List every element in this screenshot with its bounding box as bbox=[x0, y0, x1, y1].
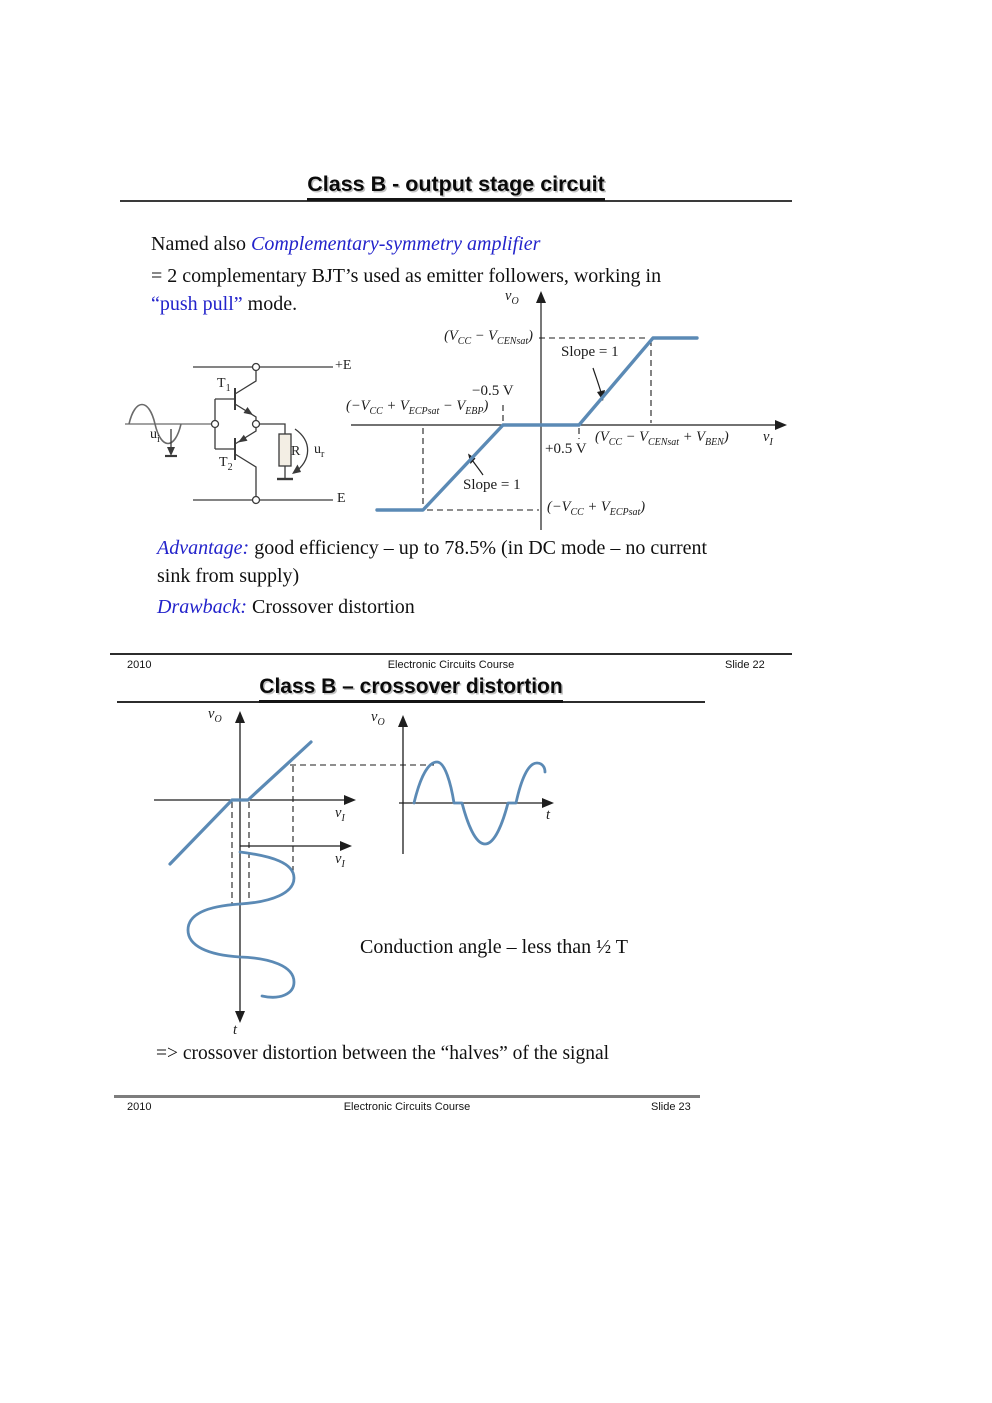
slide22-title-row: Class B - output stage circuit bbox=[120, 172, 792, 201]
upper-vi-label: vI bbox=[335, 805, 345, 824]
slope-bottom-label: Slope = 1 bbox=[463, 477, 521, 493]
minus-rail-label: E bbox=[337, 491, 346, 506]
transfer-curve bbox=[375, 336, 699, 512]
resistor-body bbox=[278, 433, 292, 467]
ur-label: ur bbox=[314, 442, 325, 460]
right-time-label: t bbox=[546, 807, 551, 823]
t1-label: T1 bbox=[217, 376, 231, 394]
right-level-label: (VCC − VCENsat + VBEN) bbox=[595, 429, 729, 448]
slide23-footer-course: Electronic Circuits Course bbox=[343, 1101, 471, 1113]
left-time-label: t bbox=[233, 1022, 238, 1038]
advantage-label: Advantage: bbox=[157, 537, 250, 559]
advantage-line1: Advantage: good efficiency – up to 78.5%… bbox=[157, 537, 707, 560]
drawback-label: Drawback: bbox=[157, 596, 247, 618]
ur-arrowhead bbox=[292, 464, 301, 474]
push-pull-circuit-figure: +E E T1 T2 ui R ur bbox=[123, 352, 351, 518]
left-vo-label: vO bbox=[208, 706, 222, 725]
circuit-nodes bbox=[210, 362, 261, 505]
right-vo-label: vO bbox=[371, 709, 385, 728]
complementary-symmetry-text: Complementary-symmetry amplifier bbox=[250, 233, 541, 255]
crossover-conclusion: => crossover distortion between the “hal… bbox=[156, 1043, 610, 1064]
drawback-text: Crossover distortion bbox=[246, 596, 415, 618]
advantage-text1: good efficiency – up to 78.5% (in DC mod… bbox=[249, 537, 708, 559]
input-sine-wave bbox=[186, 850, 296, 999]
npn-emitter-arrow bbox=[243, 407, 253, 415]
slide22-title: Class B - output stage circuit bbox=[307, 172, 605, 201]
slide22-footer-course: Electronic Circuits Course bbox=[387, 659, 515, 671]
pos-half-volt-label: +0.5 V bbox=[545, 441, 587, 457]
circuit-arrowheads bbox=[167, 407, 301, 474]
crossover-distortion-figure: vO vI vI t vO t bbox=[148, 706, 580, 1040]
t2-label: T2 bbox=[219, 455, 233, 473]
axis-arrowheads-23 bbox=[235, 711, 554, 1023]
input-sine-symbol bbox=[128, 403, 182, 445]
slide22-intro-line2: = 2 complementary BJT’s used as emitter … bbox=[151, 265, 661, 288]
push-pull-circuit-drawing bbox=[125, 362, 333, 505]
named-also-text: Named also bbox=[151, 233, 251, 255]
slide23-footer-rule bbox=[114, 1095, 700, 1098]
transfer-line bbox=[168, 740, 313, 866]
circuit-wires bbox=[125, 366, 333, 501]
slide22-footer-slide-number: Slide 22 bbox=[725, 659, 765, 671]
neg-half-volt-label: −0.5 V bbox=[472, 383, 514, 399]
crossover-distortion-plots bbox=[154, 711, 554, 1023]
left-graph-axes bbox=[154, 718, 348, 1016]
slide22-footer-year: 2010 bbox=[127, 659, 152, 671]
advantage-line2: sink from supply) bbox=[157, 565, 299, 588]
slide22-footer-rule bbox=[110, 653, 792, 655]
conduction-angle-note: Conduction angle – less than ½ T bbox=[360, 936, 628, 958]
slide23-footer-year: 2010 bbox=[127, 1101, 152, 1113]
advantage-text2: sink from supply) bbox=[157, 565, 300, 587]
transfer-characteristic-figure: vO (VCC − VCENsat) Slope = 1 −0.5 V (−VC… bbox=[343, 288, 793, 540]
construction-dashed-lines bbox=[231, 764, 434, 905]
top-level-label: (VCC − VCENsat) bbox=[444, 328, 533, 347]
slope-top-label: Slope = 1 bbox=[561, 344, 619, 360]
dashed-guides bbox=[422, 337, 652, 511]
transfer-characteristic-plot bbox=[351, 291, 787, 530]
resistor-label: R bbox=[291, 444, 301, 459]
drawback-line: Drawback: Crossover distortion bbox=[157, 596, 415, 619]
lower-vi-label: vI bbox=[335, 851, 345, 870]
bjt-line-text: = 2 complementary BJT’s used as emitter … bbox=[151, 265, 662, 287]
blue-signal-curves bbox=[168, 740, 547, 999]
mode-text: mode. bbox=[242, 293, 298, 315]
vo-axis-label: vO bbox=[505, 288, 519, 307]
slide23-title: Class B – crossover distortion bbox=[259, 675, 563, 703]
bottom-level-label: (−VCC + VECPsat) bbox=[547, 499, 646, 518]
output-wire bbox=[256, 423, 286, 434]
plus-rail-label: +E bbox=[335, 358, 352, 373]
pnp-emitter-arrow bbox=[238, 434, 248, 443]
vi-axis-label: vI bbox=[763, 429, 773, 448]
ui-arrowhead bbox=[167, 447, 175, 456]
output-waveform bbox=[412, 760, 547, 846]
slide23-footer-slide-number: Slide 23 bbox=[651, 1101, 691, 1113]
axis-arrowheads bbox=[536, 291, 787, 430]
slide22-intro-line1: Named also Complementary-symmetry amplif… bbox=[151, 233, 540, 256]
push-pull-text: “push pull” bbox=[151, 293, 243, 315]
left-level-label: (−VCC + VECPsat − VEBP) bbox=[346, 398, 489, 417]
right-graph-axes bbox=[399, 722, 546, 854]
slide22-intro-line3: “push pull” mode. bbox=[151, 293, 297, 316]
slide23-title-row: Class B – crossover distortion bbox=[117, 675, 705, 703]
ui-label: ui bbox=[150, 427, 160, 445]
